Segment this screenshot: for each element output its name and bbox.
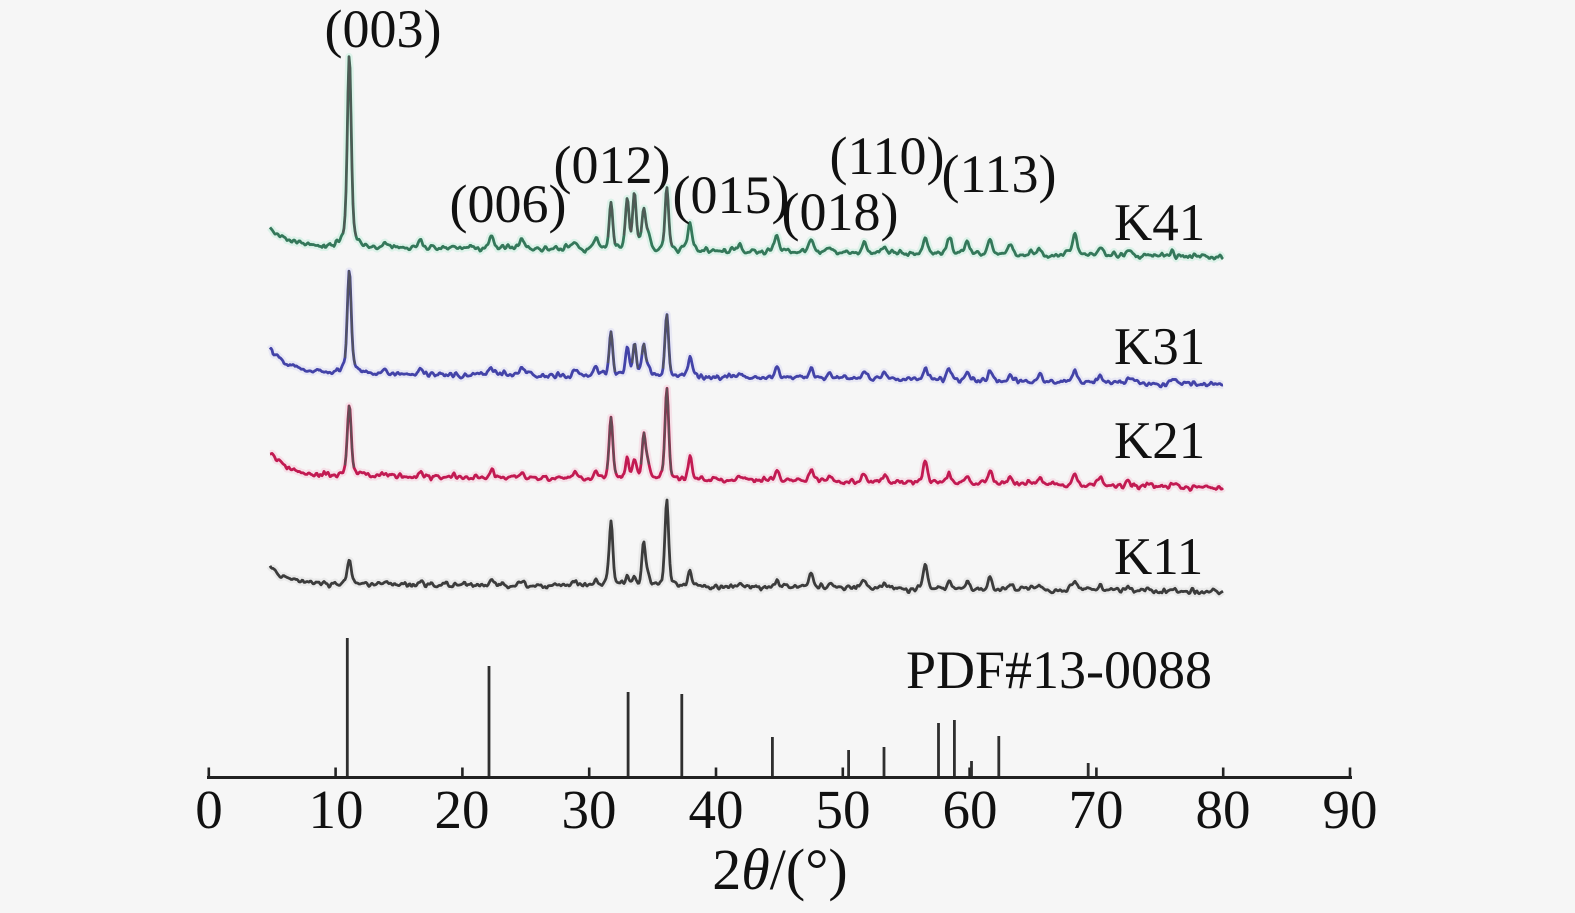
svg-text:40: 40 — [689, 779, 744, 840]
svg-text:2θ/(°): 2θ/(°) — [712, 837, 847, 902]
svg-text:(018): (018) — [782, 182, 899, 242]
svg-text:90: 90 — [1323, 779, 1378, 840]
svg-text:60: 60 — [943, 779, 998, 840]
svg-text:10: 10 — [309, 779, 364, 840]
svg-text:80: 80 — [1196, 779, 1251, 840]
svg-text:30: 30 — [562, 779, 617, 840]
svg-text:(110): (110) — [830, 126, 945, 186]
svg-text:20: 20 — [435, 779, 490, 840]
svg-text:K21: K21 — [1114, 412, 1205, 470]
svg-text:(006): (006) — [450, 174, 567, 234]
svg-text:70: 70 — [1069, 779, 1124, 840]
svg-text:PDF#13-0088: PDF#13-0088 — [906, 640, 1212, 700]
svg-text:K31: K31 — [1114, 318, 1205, 376]
svg-text:(003): (003) — [325, 0, 442, 59]
svg-text:K41: K41 — [1114, 194, 1205, 252]
svg-text:(015): (015) — [673, 165, 790, 225]
svg-text:50: 50 — [816, 779, 871, 840]
svg-text:K11: K11 — [1114, 528, 1203, 586]
svg-text:(012): (012) — [554, 135, 671, 195]
svg-text:(113): (113) — [942, 144, 1057, 204]
svg-text:0: 0 — [195, 779, 223, 840]
